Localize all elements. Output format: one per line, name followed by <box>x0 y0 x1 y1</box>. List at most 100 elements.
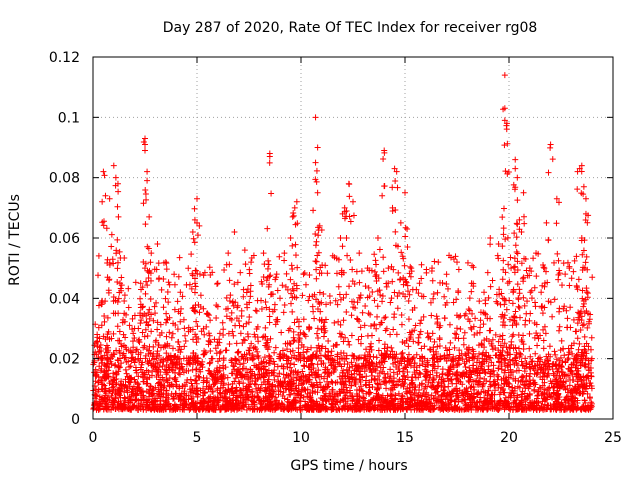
data-point <box>546 343 553 350</box>
data-point <box>502 236 509 243</box>
data-point <box>171 353 178 360</box>
data-point <box>180 402 187 409</box>
data-point <box>137 349 144 356</box>
data-point <box>512 156 519 163</box>
data-point <box>145 321 152 328</box>
data-point <box>429 375 436 382</box>
data-point <box>194 355 201 362</box>
data-point <box>556 323 563 330</box>
data-point <box>357 294 364 301</box>
data-point <box>120 350 127 357</box>
data-point <box>552 363 559 370</box>
data-point <box>172 374 179 381</box>
data-point <box>408 396 415 403</box>
data-point <box>521 302 528 309</box>
data-point <box>578 162 585 169</box>
data-point <box>350 198 356 205</box>
data-point <box>348 371 355 378</box>
data-point <box>137 320 144 327</box>
data-point <box>125 399 132 406</box>
data-point <box>518 374 525 381</box>
data-point <box>506 356 513 363</box>
data-point <box>233 394 240 401</box>
data-point <box>394 184 401 191</box>
x-tick-label: 5 <box>193 430 202 446</box>
data-point <box>521 365 528 372</box>
data-point <box>147 406 154 413</box>
data-point <box>586 395 593 402</box>
data-point <box>454 259 460 266</box>
data-point <box>369 383 376 390</box>
data-point <box>539 303 546 310</box>
data-point <box>170 393 177 400</box>
data-point <box>570 340 577 347</box>
data-point <box>381 149 388 156</box>
data-point <box>185 265 192 272</box>
data-point <box>404 395 411 402</box>
data-point <box>312 374 319 381</box>
data-point <box>512 375 519 382</box>
data-point <box>465 349 472 356</box>
data-point <box>472 315 479 322</box>
data-point <box>463 385 470 392</box>
data-point <box>406 396 413 403</box>
data-point <box>287 276 294 283</box>
data-point <box>411 360 418 367</box>
data-point <box>583 404 590 411</box>
data-point <box>170 383 177 390</box>
data-point <box>246 314 253 321</box>
data-point <box>199 358 206 365</box>
data-point <box>333 406 340 413</box>
data-point <box>237 330 244 337</box>
data-point <box>128 355 135 362</box>
data-point <box>398 321 405 328</box>
data-point <box>172 321 179 328</box>
data-point <box>397 382 404 389</box>
data-point <box>117 340 124 347</box>
data-point <box>362 302 369 309</box>
data-point <box>477 324 484 331</box>
data-point <box>301 270 308 277</box>
data-point <box>100 333 107 340</box>
data-point <box>199 397 206 404</box>
data-point <box>117 392 124 399</box>
data-point <box>543 390 550 397</box>
data-point <box>520 213 527 220</box>
data-point <box>96 335 103 342</box>
data-point <box>265 390 272 397</box>
data-point <box>563 307 570 314</box>
data-point <box>521 220 528 227</box>
data-point <box>500 225 507 232</box>
data-point <box>207 317 214 324</box>
data-point <box>289 400 296 407</box>
data-point <box>234 366 241 373</box>
data-point <box>108 243 115 250</box>
data-point <box>129 326 136 333</box>
data-point <box>577 359 584 366</box>
data-point <box>345 375 352 382</box>
data-point <box>194 400 201 407</box>
data-point <box>533 406 540 413</box>
data-point <box>291 361 298 368</box>
data-point <box>387 386 394 393</box>
data-point <box>390 369 397 376</box>
data-point <box>329 386 336 393</box>
data-point <box>526 373 533 380</box>
data-point <box>288 387 295 394</box>
data-point <box>142 221 149 228</box>
data-point <box>374 373 381 380</box>
data-point <box>551 296 558 303</box>
data-point <box>336 390 343 397</box>
data-point <box>182 337 189 344</box>
data-point <box>371 375 378 382</box>
data-point <box>581 361 588 368</box>
data-point <box>471 331 478 338</box>
data-point <box>581 397 588 404</box>
data-point <box>434 289 441 296</box>
data-point <box>95 272 102 279</box>
data-point <box>223 294 230 301</box>
data-point <box>137 364 144 371</box>
data-point <box>108 335 115 342</box>
data-point <box>223 306 230 313</box>
data-point <box>375 347 382 354</box>
